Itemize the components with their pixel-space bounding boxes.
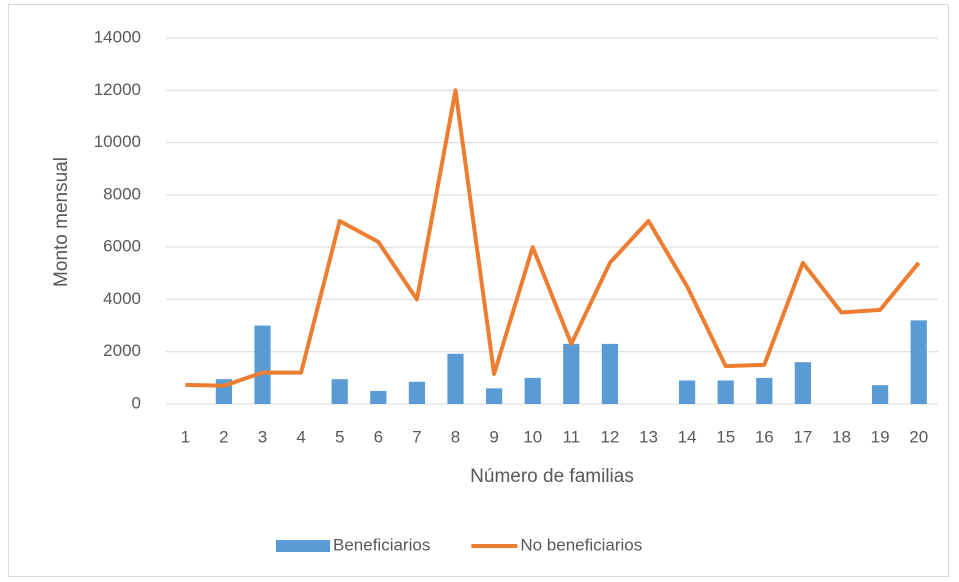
y-tick-label: 6000: [103, 237, 141, 256]
legend-label: Beneficiarios: [333, 535, 430, 554]
bar: [447, 353, 464, 404]
x-tick-label: 17: [793, 427, 812, 446]
bar: [563, 343, 580, 404]
bar: [370, 390, 387, 404]
y-tick-label: 10000: [94, 132, 141, 151]
x-tick-label: 5: [335, 427, 344, 446]
x-tick-label: 1: [181, 427, 190, 446]
legend-swatch: [276, 540, 330, 552]
bar: [871, 385, 889, 404]
x-axis-title: Número de familias: [470, 466, 634, 487]
x-tick-label: 6: [374, 427, 383, 446]
x-tick-label: 18: [832, 427, 851, 446]
bar: [485, 388, 503, 404]
y-tick-label: 4000: [103, 289, 141, 308]
x-tick-label: 19: [871, 427, 890, 446]
x-tick-label: 12: [600, 427, 619, 446]
x-tick-label: 13: [639, 427, 658, 446]
y-tick-label: 0: [132, 393, 141, 412]
x-tick-label: 15: [716, 427, 735, 446]
bar: [756, 377, 773, 404]
x-tick-label: 11: [562, 427, 580, 446]
bar: [601, 343, 619, 404]
x-tick-label: 4: [296, 427, 305, 446]
y-tick-label: 2000: [103, 341, 141, 360]
x-tick-label: 14: [678, 427, 697, 446]
bar: [717, 380, 734, 404]
x-tick-label: 2: [219, 427, 228, 446]
y-tick-label: 8000: [103, 184, 141, 203]
y-tick-label: 14000: [94, 27, 141, 46]
bar: [794, 362, 812, 404]
x-tick-label: 8: [451, 427, 460, 446]
x-tick-label: 9: [489, 427, 498, 446]
bar: [524, 377, 541, 404]
x-tick-label: 20: [909, 427, 928, 446]
line: [185, 88, 921, 388]
y-tick-label: 12000: [94, 80, 141, 99]
x-tick-label: 3: [258, 427, 267, 446]
y-axis-title: Monto mensual: [51, 157, 72, 287]
bar: [408, 381, 426, 404]
bar: [254, 325, 271, 404]
legend-label: No beneficiarios: [520, 535, 642, 554]
bar: [678, 380, 696, 404]
bar: [331, 379, 348, 404]
x-tick-label: 7: [412, 427, 421, 446]
x-tick-label: 16: [755, 427, 774, 446]
x-tick-label: 10: [523, 427, 542, 446]
bar: [910, 320, 927, 404]
